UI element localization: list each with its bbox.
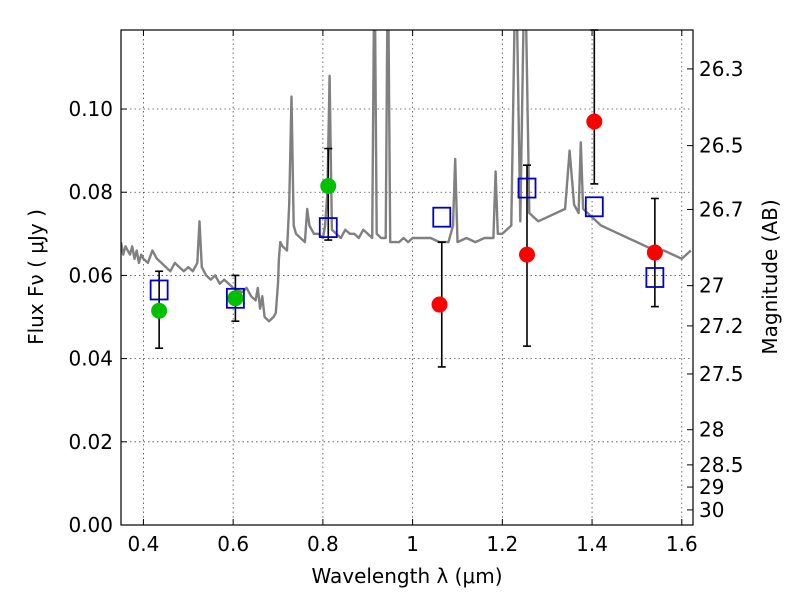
- x-tick-label: 0.6: [217, 532, 249, 556]
- green-data-point: [151, 302, 168, 319]
- y2-axis-label: Magnitude (AB): [758, 199, 782, 354]
- y-axis-label: Flux Fν ( μJy ): [24, 209, 48, 345]
- axis-layer: 0.4 0.6 0.8 1 1.2 1.4 1.6 0.00 0.02 0.04 0.06 0.08 0…: [68, 30, 744, 556]
- y-tick-label: 0.08: [68, 180, 113, 204]
- model-photometry-box: [517, 177, 537, 199]
- mag-tick-label: 30: [699, 498, 724, 522]
- x-tick-label: 0.8: [307, 532, 339, 556]
- green-data-point: [227, 290, 244, 307]
- red-data-point: [586, 113, 603, 130]
- mag-tick-label: 26.7: [699, 197, 744, 221]
- model-photometry-box: [149, 279, 169, 301]
- y-tick-label: 0.02: [68, 430, 113, 454]
- model-spectrum-line: [121, 30, 692, 323]
- y-tick-label: 0.06: [68, 263, 113, 287]
- model-photometry-box: [645, 267, 665, 288]
- x-tick-label: 1.2: [486, 532, 518, 556]
- x-tick-label: 1.4: [576, 532, 608, 556]
- model-photometry-box: [584, 196, 604, 218]
- mag-tick-label: 27.2: [699, 314, 744, 338]
- mag-tick-label: 28.5: [699, 453, 744, 477]
- mag-tick-label: 29: [699, 475, 724, 499]
- mag-tick-label: 27.5: [699, 362, 744, 386]
- model-photometry-box: [225, 287, 245, 309]
- marker-layer: [149, 29, 665, 368]
- x-tick-label: 0.4: [128, 532, 160, 556]
- data-layer: [121, 30, 692, 323]
- red-data-point: [646, 244, 663, 261]
- x-axis-label: Wavelength λ (μm): [311, 564, 502, 588]
- mag-tick-label: 26.5: [699, 134, 744, 158]
- y-tick-label: 0.00: [68, 513, 113, 537]
- x-tick-label: 1.6: [666, 532, 698, 556]
- mag-tick-label: 26.3: [699, 57, 744, 81]
- red-data-point: [519, 246, 536, 263]
- red-data-point: [431, 296, 448, 313]
- model-photometry-box: [432, 206, 452, 228]
- x-tick-label: 1: [406, 532, 419, 556]
- green-data-point: [320, 177, 337, 194]
- mag-tick-label: 28: [699, 418, 724, 442]
- mag-tick-label: 27: [699, 274, 724, 298]
- plot-frame: [120, 29, 694, 526]
- model-photometry-box: [318, 217, 338, 238]
- y-tick-label: 0.10: [68, 97, 113, 121]
- y-tick-label: 0.04: [68, 347, 113, 371]
